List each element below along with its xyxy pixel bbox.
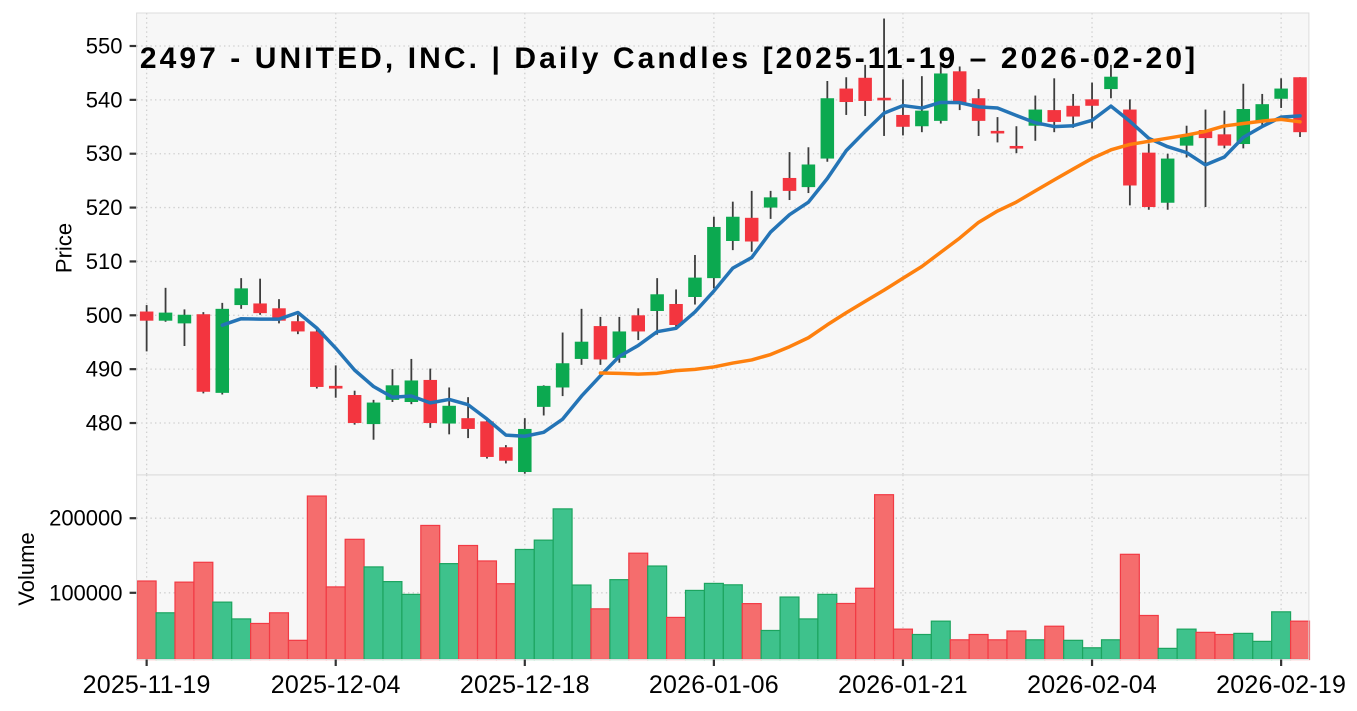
- svg-text:Volume: Volume: [14, 532, 39, 605]
- svg-text:2025-12-04: 2025-12-04: [271, 671, 401, 699]
- svg-text:550: 550: [86, 34, 123, 59]
- svg-text:2026-01-06: 2026-01-06: [649, 671, 779, 699]
- svg-text:540: 540: [86, 87, 123, 112]
- svg-text:100000: 100000: [49, 580, 122, 605]
- svg-text:2025-11-19: 2025-11-19: [83, 671, 211, 699]
- svg-text:510: 510: [86, 249, 123, 274]
- svg-text:500: 500: [86, 303, 123, 328]
- svg-text:200000: 200000: [49, 506, 122, 531]
- svg-text:2026-02-19: 2026-02-19: [1216, 671, 1346, 699]
- svg-text:530: 530: [86, 141, 123, 166]
- svg-text:520: 520: [86, 195, 123, 220]
- svg-text:Price: Price: [52, 223, 77, 273]
- svg-text:2025-12-18: 2025-12-18: [460, 671, 590, 699]
- svg-text:2497 - UNITED, INC. | Daily Ca: 2497 - UNITED, INC. | Daily Candles [202…: [140, 42, 1198, 75]
- svg-text:490: 490: [86, 357, 123, 382]
- svg-text:2026-02-04: 2026-02-04: [1027, 671, 1157, 699]
- svg-text:480: 480: [86, 411, 123, 436]
- svg-text:2026-01-21: 2026-01-21: [838, 671, 968, 699]
